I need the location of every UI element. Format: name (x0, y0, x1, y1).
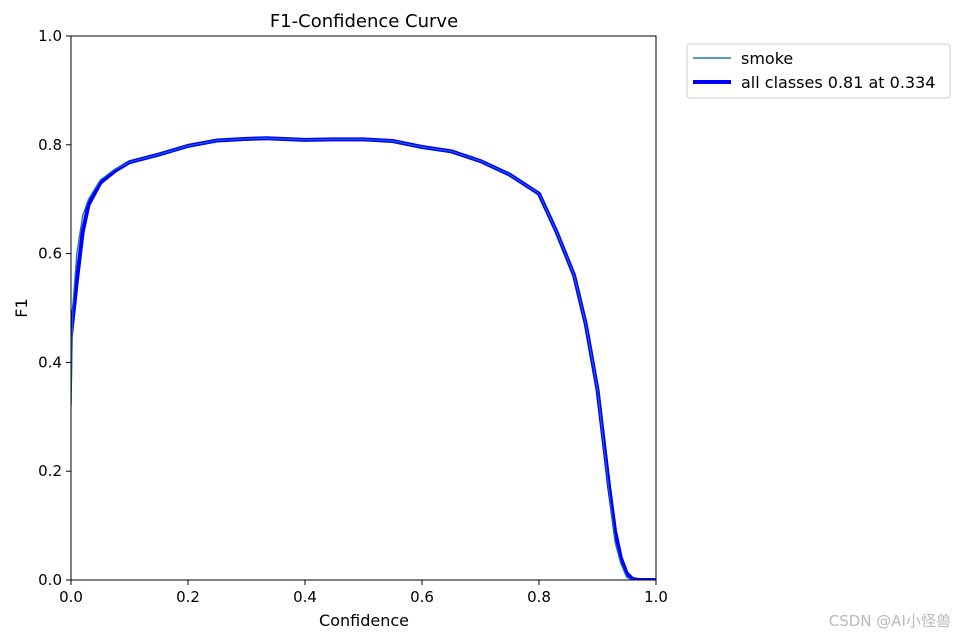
legend-label-all-classes: all classes 0.81 at 0.334 (741, 73, 935, 92)
x-tick-label: 0.0 (59, 588, 83, 606)
x-axis-label: Confidence (319, 611, 409, 630)
y-tick-label: 0.4 (38, 353, 62, 371)
series-line-smoke-overlay (71, 137, 656, 580)
plot-frame (70, 35, 657, 581)
legend-label-smoke: smoke (741, 49, 793, 68)
x-tick-label: 0.8 (527, 588, 551, 606)
series-line-all-classes (71, 136, 656, 580)
watermark: CSDN @AI小怪兽 (828, 612, 951, 630)
y-tick-label: 0.6 (38, 245, 62, 263)
chart-title: F1-Confidence Curve (270, 11, 458, 32)
legend-box (686, 43, 951, 99)
x-tick-label: 1.0 (644, 588, 668, 606)
x-tick-label: 0.4 (293, 588, 317, 606)
y-tick-label: 0.8 (38, 136, 62, 154)
x-tick-label: 0.6 (410, 588, 434, 606)
series-line-smoke (71, 137, 656, 580)
legend: smoke all classes 0.81 at 0.334 (686, 43, 951, 99)
y-axis-label: F1 (12, 298, 31, 317)
y-tick-label: 1.0 (38, 27, 62, 45)
y-tick-label: 0.2 (38, 462, 62, 480)
x-tick-label: 0.2 (176, 588, 200, 606)
y-tick-label: 0.0 (38, 571, 62, 589)
